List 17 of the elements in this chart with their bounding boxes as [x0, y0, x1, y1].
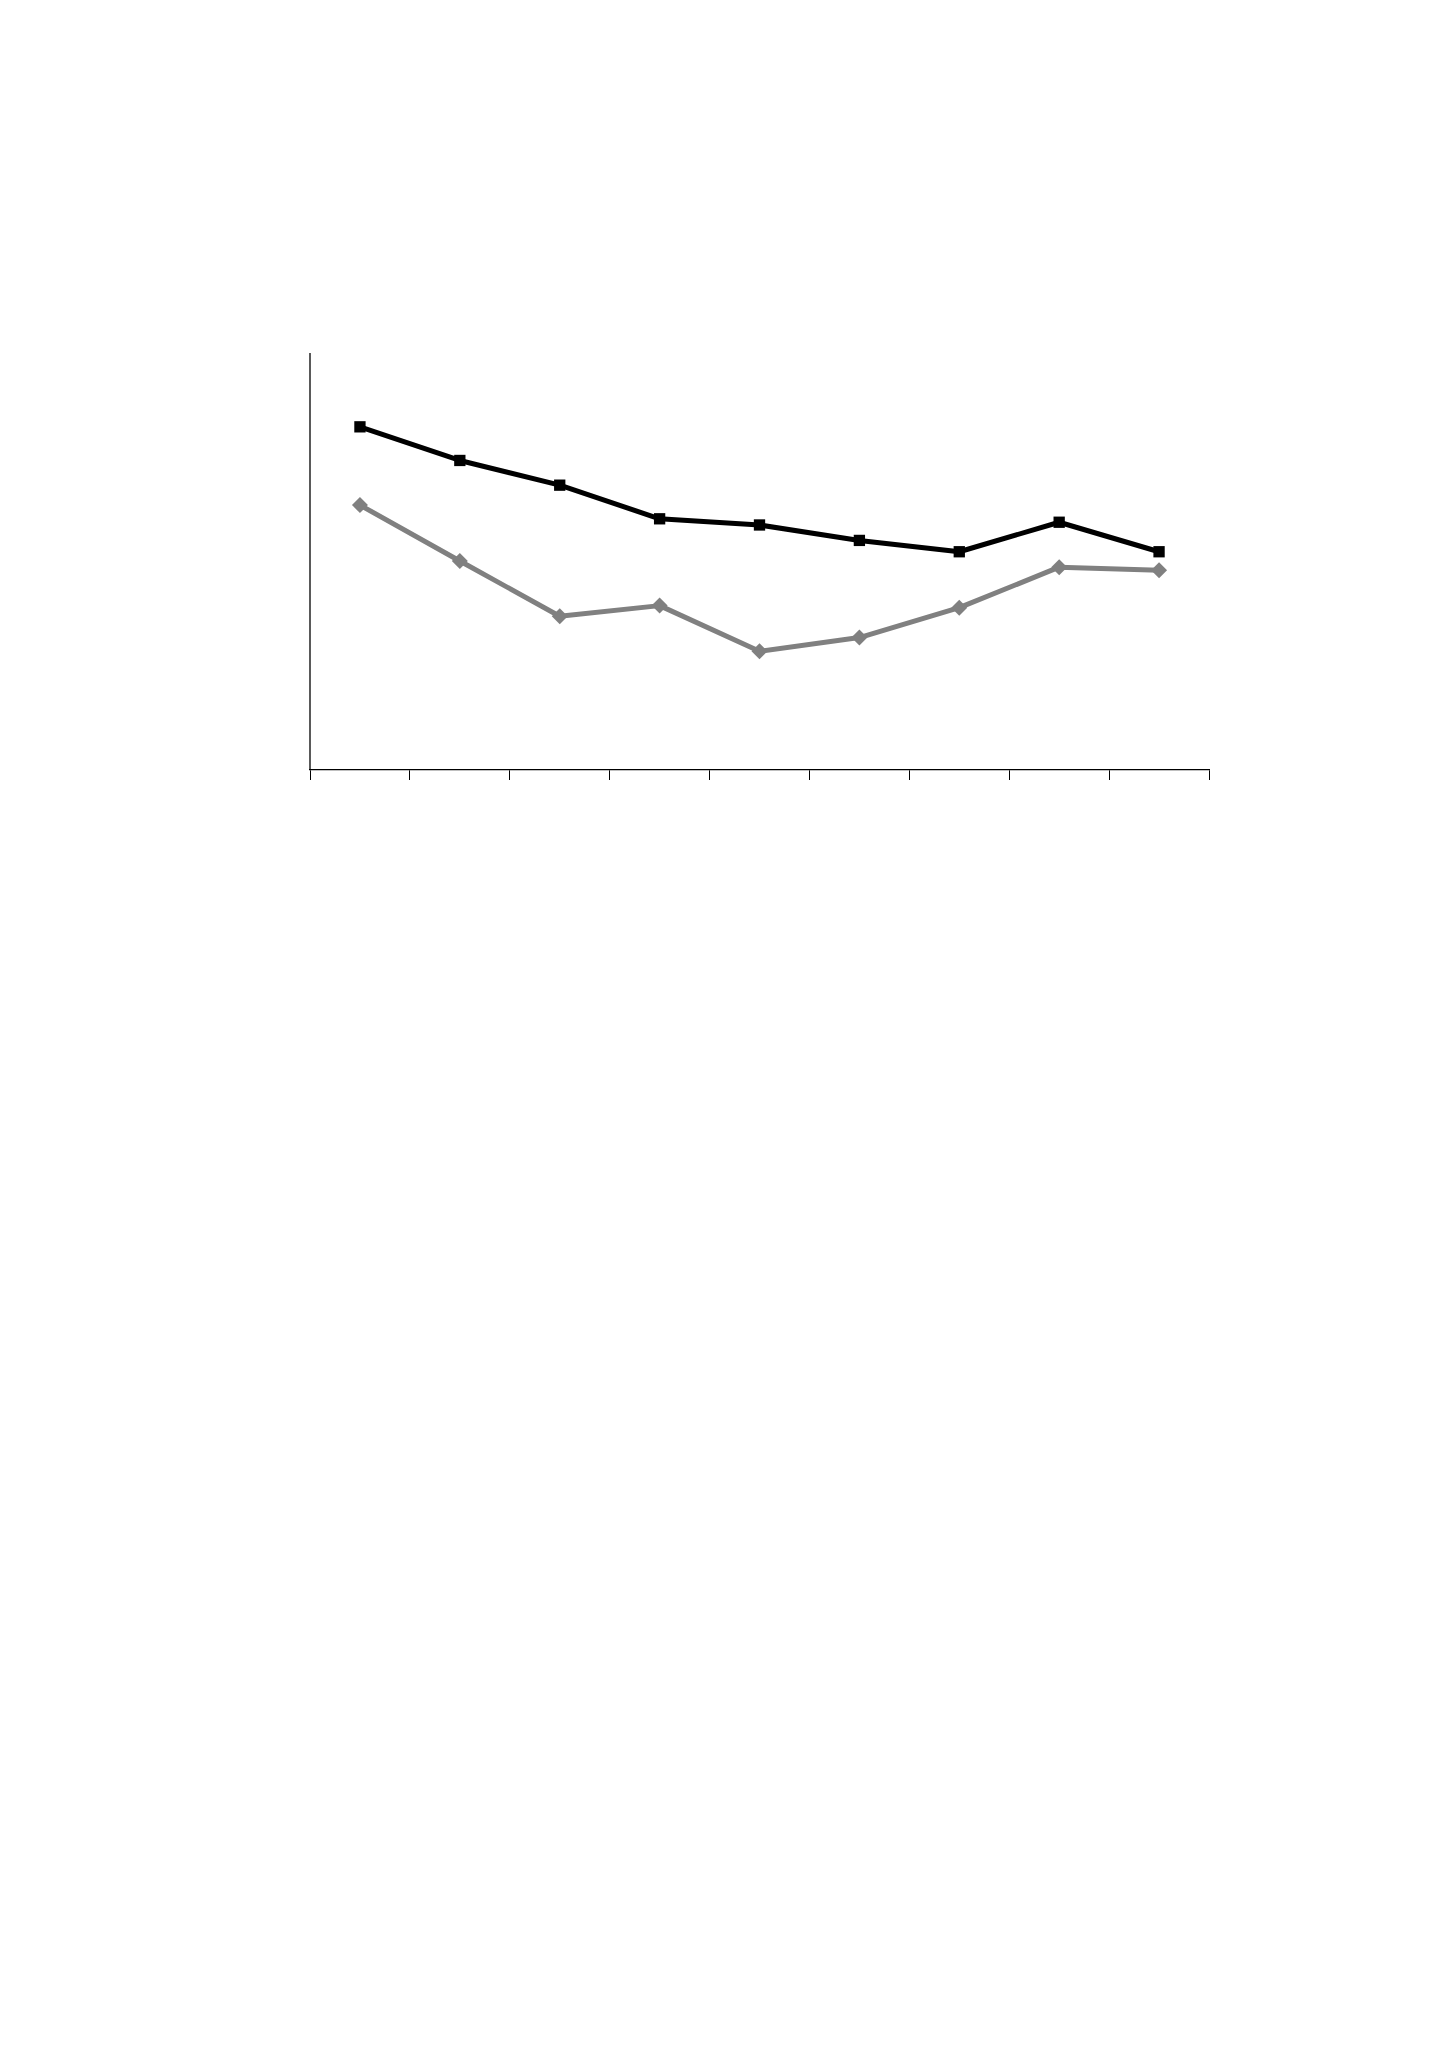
point: [851, 629, 868, 646]
point: [1053, 516, 1065, 528]
point: [653, 513, 666, 525]
point: [354, 421, 366, 433]
point: [753, 519, 766, 531]
point: [1151, 562, 1168, 579]
point: [351, 497, 368, 514]
point: [1153, 546, 1165, 558]
point: [953, 546, 965, 558]
point: [651, 597, 668, 614]
point: [451, 553, 468, 570]
point: [853, 534, 866, 547]
point: [751, 643, 768, 660]
point: [554, 479, 566, 491]
point: [951, 599, 968, 616]
point: [454, 454, 466, 467]
point: [551, 608, 568, 625]
